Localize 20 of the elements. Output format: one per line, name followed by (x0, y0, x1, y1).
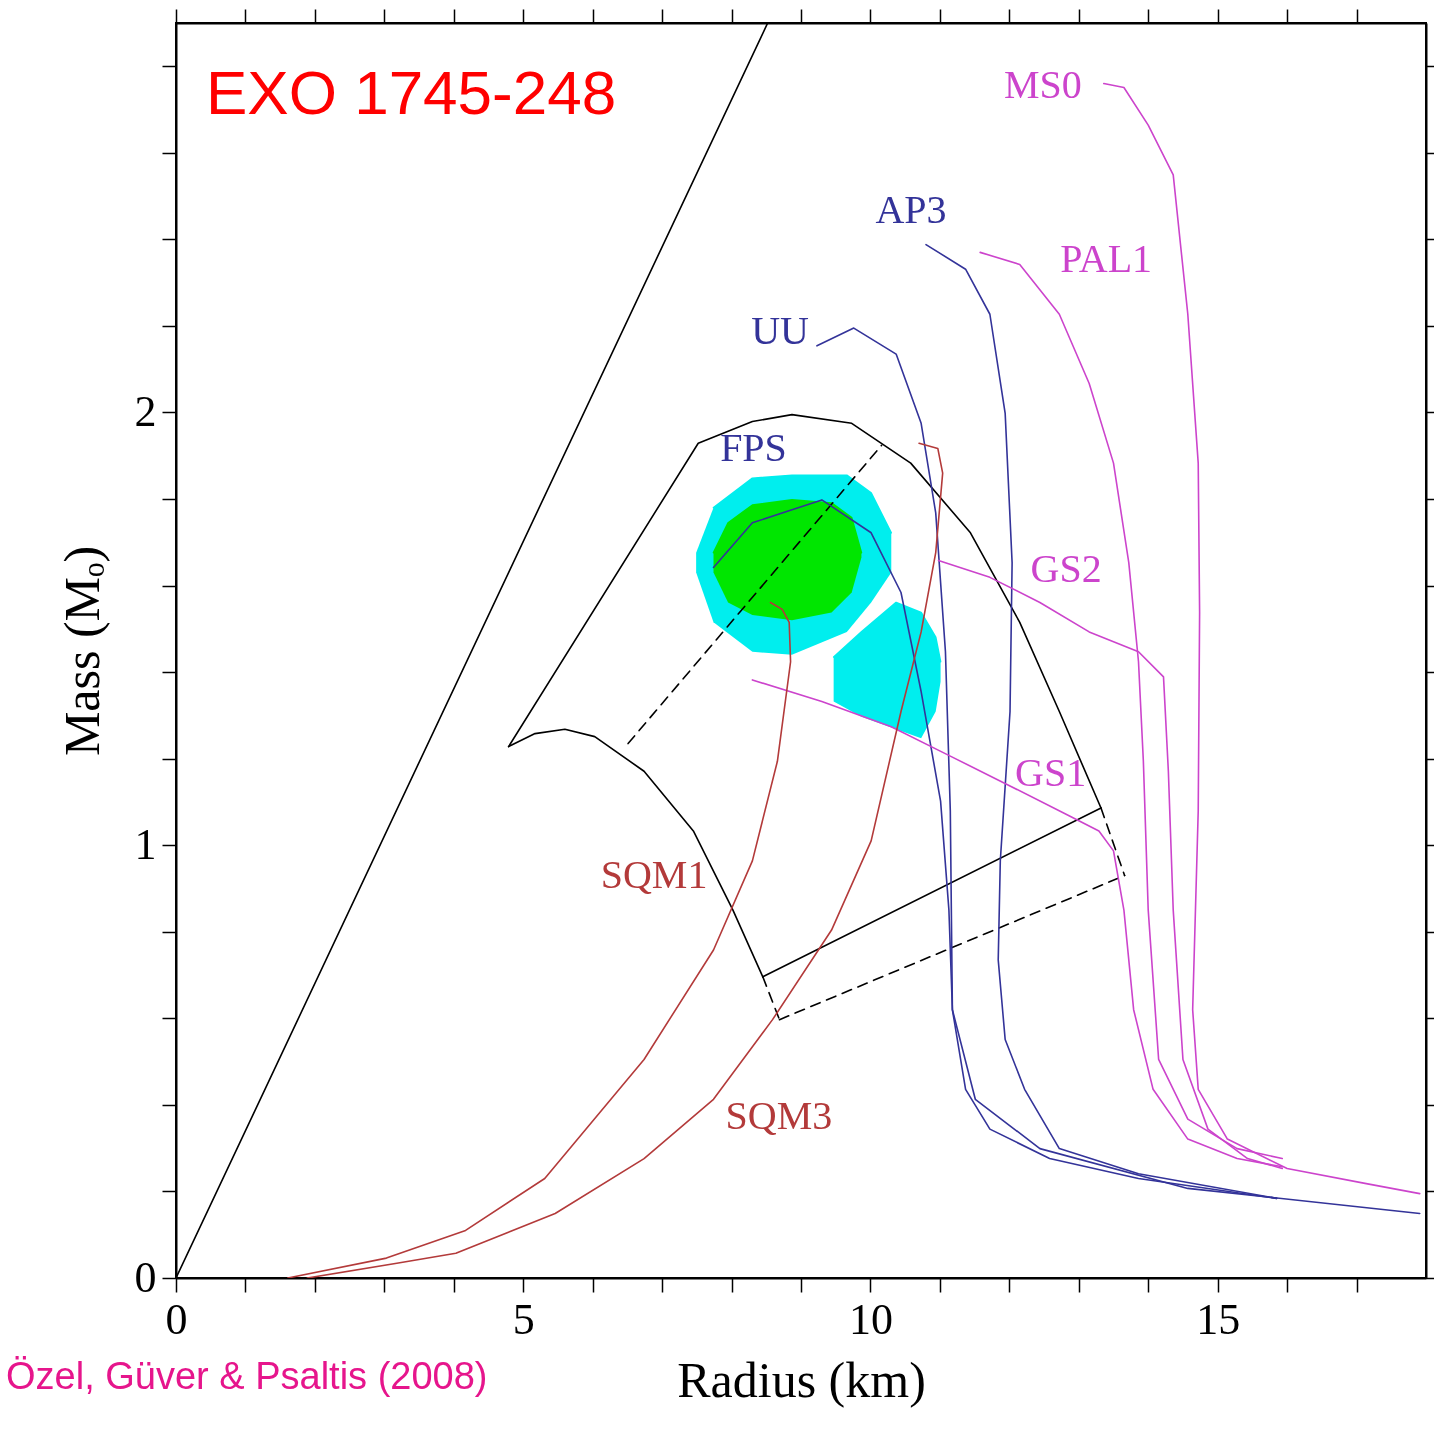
x-axis-title: Radius (km) (677, 1351, 926, 1408)
series-label: MS0 (1003, 61, 1082, 107)
x-tick-label: 0 (165, 1294, 188, 1344)
x-tick-label: 15 (1196, 1294, 1241, 1344)
x-tick-label: 5 (512, 1294, 535, 1344)
series-label: SQM3 (725, 1093, 833, 1139)
annotation: EXO 1745-248 (206, 58, 617, 127)
series-label: FPS (720, 425, 787, 471)
text: Özel, Güver & Psaltis (2008) (6, 1355, 488, 1397)
series-label: UU (751, 307, 810, 353)
y-axis-title: Mass (Mₒ) (53, 545, 110, 757)
series-label: PAL1 (1060, 236, 1153, 282)
y-tick-label: 0 (134, 1252, 157, 1302)
series-label: GS1 (1015, 749, 1087, 795)
x-tick-label: 10 (848, 1294, 893, 1344)
y-tick-label: 1 (134, 819, 157, 869)
series-label: SQM1 (600, 851, 708, 897)
series-label: AP3 (875, 186, 947, 232)
series-label: GS2 (1030, 546, 1102, 592)
y-tick-label: 2 (134, 386, 157, 436)
